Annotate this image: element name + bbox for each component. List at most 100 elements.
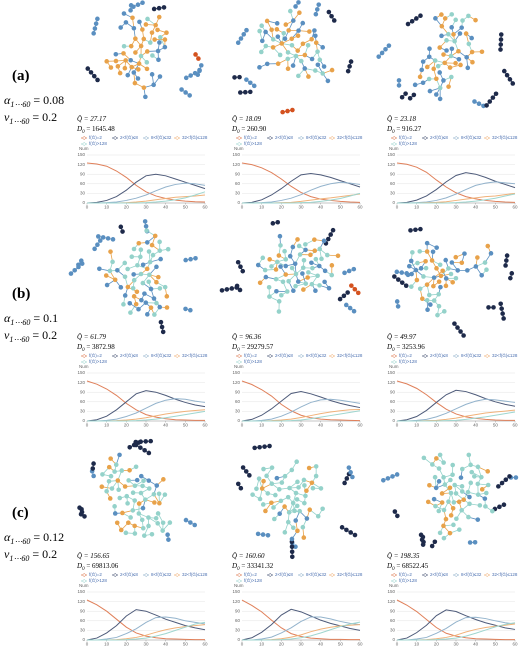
node	[270, 45, 276, 50]
node	[437, 96, 443, 102]
legend-marker	[113, 572, 118, 578]
subscript: 1⋯60	[9, 335, 29, 344]
node	[484, 267, 489, 272]
y-tick-label: 30	[235, 191, 241, 196]
y-tick-label: 30	[390, 628, 396, 633]
node	[472, 99, 477, 104]
node	[433, 92, 439, 97]
node	[429, 543, 435, 549]
node	[251, 83, 257, 89]
node	[156, 14, 162, 20]
node	[118, 527, 124, 533]
node	[187, 93, 192, 98]
node	[477, 503, 483, 508]
node	[301, 535, 307, 540]
node	[263, 43, 269, 49]
node	[313, 11, 319, 17]
node	[123, 20, 129, 25]
node	[313, 288, 318, 293]
node	[279, 480, 285, 485]
node	[293, 271, 299, 277]
node	[304, 516, 310, 521]
node	[122, 293, 128, 298]
node	[300, 20, 306, 26]
node	[442, 482, 448, 487]
node	[450, 279, 455, 285]
subscript: 0	[392, 567, 395, 572]
node	[431, 298, 437, 303]
node	[322, 279, 327, 285]
node	[459, 466, 465, 472]
x-tick-label: 60	[202, 205, 208, 210]
node	[447, 485, 453, 491]
node	[154, 300, 159, 306]
node	[286, 28, 291, 33]
y-tick-label: 60	[235, 618, 241, 623]
subscript: 0	[237, 348, 240, 353]
node	[237, 287, 243, 293]
node	[276, 253, 282, 258]
node	[152, 37, 157, 42]
node	[112, 504, 117, 509]
q-hat: Q̂ = 156.65	[77, 552, 110, 560]
network	[381, 452, 519, 549]
node	[293, 53, 299, 59]
node	[148, 305, 154, 310]
y-tick-label: 0	[392, 200, 395, 205]
node	[108, 249, 113, 254]
node	[274, 259, 280, 265]
node	[146, 523, 151, 529]
node	[139, 297, 144, 303]
line-chart: 0 30 60 90 120 150 0 10 20 30 40 50 60 Num f(Ĝ)=2 2<f(Ĝ…	[77, 352, 208, 428]
y-tick-label: 150	[232, 370, 240, 375]
series-line	[87, 621, 206, 641]
node	[427, 482, 432, 488]
node	[431, 496, 437, 502]
symbol: D	[231, 343, 237, 351]
node	[117, 495, 123, 501]
node	[140, 27, 145, 32]
node	[141, 533, 147, 538]
node	[297, 508, 302, 514]
node	[423, 258, 428, 264]
node	[475, 517, 481, 522]
y-tick-label: 90	[390, 389, 396, 394]
node	[154, 264, 159, 270]
node	[453, 60, 458, 66]
legend-marker	[144, 572, 149, 578]
node	[116, 487, 121, 493]
node	[292, 508, 297, 514]
legend-marker	[299, 572, 304, 578]
node	[107, 496, 113, 501]
legend-marker	[237, 359, 242, 365]
parameter: v1⋯60 = 0.2	[4, 110, 57, 126]
node	[465, 489, 471, 495]
node	[164, 294, 170, 299]
node	[466, 514, 471, 520]
legend-marker	[485, 572, 490, 578]
legend-marker	[268, 135, 273, 141]
d-zero: D0 = 29279.57	[231, 343, 274, 353]
node	[280, 279, 286, 285]
node	[482, 496, 488, 501]
node	[132, 531, 138, 536]
node	[149, 242, 155, 248]
node	[106, 464, 112, 470]
node	[157, 40, 162, 45]
node	[437, 262, 443, 268]
node	[459, 25, 464, 30]
node	[130, 15, 135, 21]
symbol: D	[386, 562, 392, 570]
node	[157, 286, 163, 291]
x-tick-label: 40	[473, 423, 479, 428]
node	[290, 500, 296, 506]
node	[296, 28, 301, 33]
node	[285, 56, 291, 62]
node	[302, 483, 307, 488]
node	[344, 476, 350, 481]
node	[297, 252, 303, 257]
y-tick-label: 30	[390, 409, 396, 414]
value: = 0.08	[30, 93, 64, 107]
node	[134, 477, 140, 483]
series-line	[242, 410, 361, 422]
